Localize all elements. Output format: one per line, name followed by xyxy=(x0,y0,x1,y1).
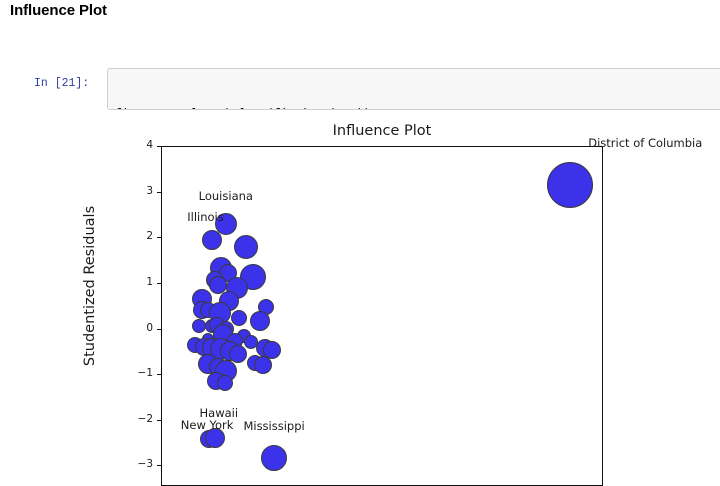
scatter-marker xyxy=(228,344,247,363)
scatter-marker xyxy=(254,356,273,375)
scatter-marker xyxy=(262,341,281,360)
y-axis-tick-label: 3 xyxy=(146,184,153,197)
y-axis-label: Studentized Residuals xyxy=(82,205,98,367)
scatter-marker xyxy=(547,161,594,208)
point-annotation: New York xyxy=(180,417,234,432)
code-cell[interactable]: In [21]: fig, ax = plt.subplots(figsize=… xyxy=(0,68,720,112)
code-line-1-part-b: )) xyxy=(357,108,371,109)
code-line-1-number-6: 6 xyxy=(350,108,357,109)
y-axis-tick-label: −1 xyxy=(137,367,153,380)
code-line-1-number-8: 8 xyxy=(336,108,343,109)
y-axis-tick-mark xyxy=(157,146,161,147)
point-annotation: Hawaii xyxy=(199,406,239,421)
page-title: Influence Plot xyxy=(10,2,107,19)
scatter-marker xyxy=(214,212,237,235)
influence-plot-figure: Influence Plot Studentized Residuals 4 3 2… xyxy=(0,118,720,486)
code-line-1-comma: , xyxy=(343,108,350,109)
point-annotation: Mississippi xyxy=(243,418,305,433)
cell-prompt-label: In [21]: xyxy=(34,77,90,90)
y-axis-tick-label: −2 xyxy=(137,412,153,425)
point-annotation: Louisiana xyxy=(198,188,253,203)
code-line-1-part-a: fig, ax = plt.subplots(figsize=( xyxy=(115,108,336,109)
code-line-1: fig, ax = plt.subplots(figsize=(8,6)) xyxy=(115,106,474,109)
scatter-plot-area xyxy=(161,146,603,486)
scatter-marker xyxy=(234,235,259,260)
y-axis-tick-label: 0 xyxy=(146,321,153,334)
scatter-marker xyxy=(260,444,287,471)
chart-title: Influence Plot xyxy=(332,123,432,139)
scatter-marker xyxy=(205,428,226,449)
y-axis-tick-label: 4 xyxy=(146,139,153,151)
y-axis-tick-mark xyxy=(157,191,161,193)
scatter-marker xyxy=(250,310,271,331)
y-axis-tick-label: 2 xyxy=(146,230,153,243)
y-axis-tick-mark xyxy=(157,237,161,239)
code-lines: fig, ax = plt.subplots(figsize=(8,6)) fi… xyxy=(115,72,474,109)
code-editor-area[interactable]: fig, ax = plt.subplots(figsize=(8,6)) fi… xyxy=(107,68,720,110)
scatter-marker xyxy=(216,375,233,392)
y-axis-tick-label: −3 xyxy=(137,458,153,471)
scatter-marker xyxy=(230,310,247,327)
point-annotation: Illinois xyxy=(187,209,224,224)
scatter-marker xyxy=(201,229,222,250)
y-axis-tick-mark xyxy=(157,419,161,421)
point-annotation: District of Columbia xyxy=(588,135,703,150)
y-axis-tick-mark xyxy=(157,374,161,376)
y-axis-tick-mark xyxy=(157,328,161,330)
y-axis-tick-mark xyxy=(157,282,161,284)
y-axis-tick-label: 1 xyxy=(146,275,153,288)
